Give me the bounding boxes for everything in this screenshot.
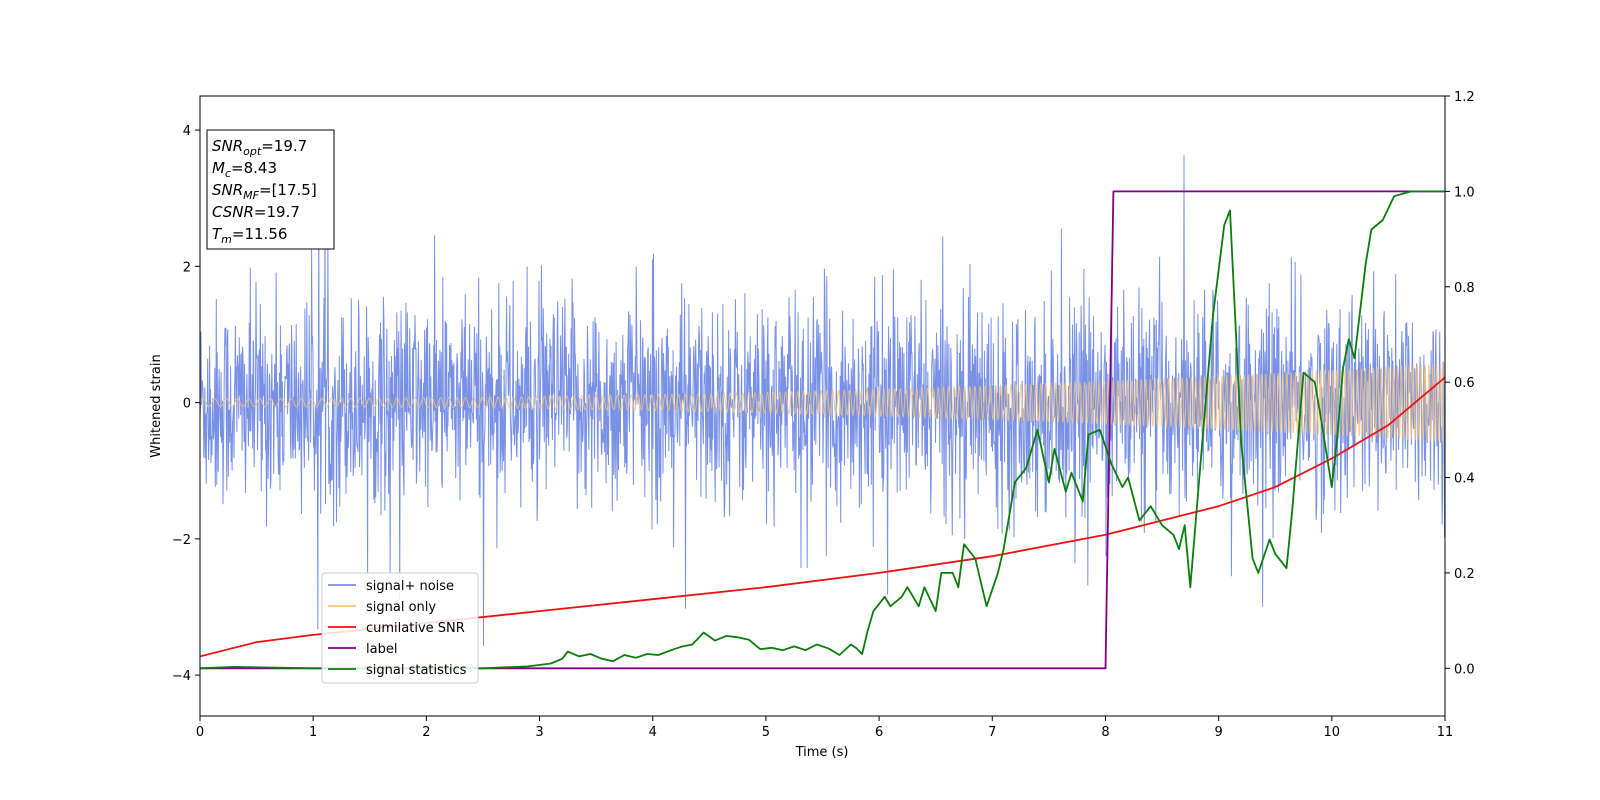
- x-axis-label: Time (s): [795, 745, 849, 760]
- x-tick-label: 2: [422, 725, 430, 740]
- legend-label: label: [366, 642, 397, 657]
- y2-tick-label: 1.0: [1454, 185, 1475, 200]
- legend: signal+ noise signal only cumilative SNR la…: [321, 572, 479, 684]
- y2-tick-label: 0.4: [1454, 472, 1475, 487]
- x-tick-label: 9: [1214, 725, 1222, 740]
- y2-tick-label: 0.2: [1454, 567, 1475, 582]
- y2-tick-label: 1.2: [1454, 90, 1475, 105]
- legend-label: cumilative SNR: [366, 621, 465, 636]
- info-box-line: Tm=11.56: [212, 225, 287, 246]
- x-tick-label: 5: [762, 725, 770, 740]
- x-tick-label: 1: [309, 725, 317, 740]
- y2-tick-label: 0.8: [1454, 281, 1475, 296]
- info-box-line: Mc=8.43: [212, 159, 277, 180]
- x-tick-label: 10: [1324, 725, 1341, 740]
- x-tick-label: 6: [875, 725, 883, 740]
- info-box-frame: [206, 129, 335, 250]
- y-axis-label: Whitened strain: [149, 354, 164, 457]
- x-tick-label: 0: [196, 725, 204, 740]
- legend-label: signal statistics: [366, 663, 467, 678]
- legend-label: signal+ noise: [366, 579, 454, 594]
- y-tick-label: 2: [183, 260, 191, 275]
- series-layer: [200, 155, 1445, 670]
- info-box-line: CSNR=19.7: [212, 203, 300, 221]
- series-label: [200, 190, 1445, 670]
- series-signal-only: [200, 363, 1445, 442]
- info-box-line: SNRMF=[17.5]: [212, 181, 317, 202]
- series-signal-statistics: [200, 190, 1445, 670]
- plot-frame: [199, 95, 1446, 717]
- info-box-line: SNRopt=19.7: [212, 137, 307, 158]
- y-tick-label: 4: [183, 124, 191, 139]
- x-tick-label: 11: [1437, 725, 1454, 740]
- y-tick-label: −2: [172, 533, 191, 548]
- x-tick-label: 3: [535, 725, 543, 740]
- axes-layer: 0 1 2 3 4 5 6 7 8 9 10 11 −4 −2 0 2 4 0.0 0.2 0.4 0.6 0.8 1.0 1…: [172, 90, 1475, 740]
- x-tick-label: 4: [649, 725, 657, 740]
- y-tick-label: −4: [172, 669, 191, 684]
- y2-tick-label: 0.0: [1454, 662, 1475, 677]
- legend-frame: [321, 572, 479, 684]
- legend-label: signal only: [366, 600, 436, 615]
- x-tick-label: 8: [1101, 725, 1109, 740]
- x-tick-label: 7: [988, 725, 996, 740]
- y-tick-label: 0: [183, 397, 191, 412]
- series-signal-noise: [200, 155, 1445, 646]
- y2-tick-label: 0.6: [1454, 376, 1475, 391]
